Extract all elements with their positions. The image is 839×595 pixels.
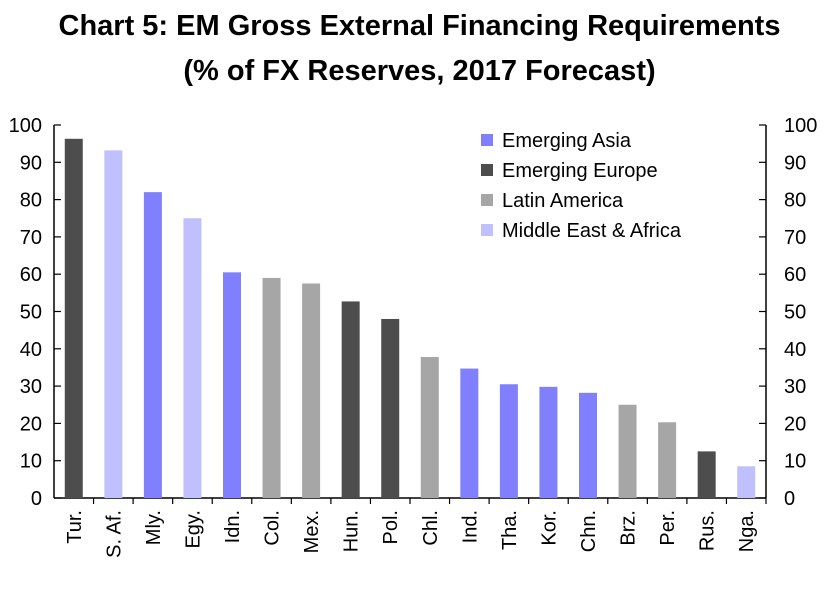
category-label: Brz. [618, 510, 640, 546]
category-label: Pol. [380, 510, 402, 544]
category-label: Rus. [697, 510, 719, 551]
bar-rus [697, 451, 716, 498]
legend-swatch [481, 224, 493, 236]
bar-per [658, 422, 677, 498]
chart-title: Chart 5: EM Gross External Financing Req… [58, 10, 781, 42]
bar-chl [420, 357, 439, 498]
legend: Emerging Asia Emerging Europe Latin Americ… [481, 130, 682, 242]
category-label: Ind. [459, 510, 481, 543]
left-tick-label: 40 [20, 339, 42, 361]
category-label: Chn. [578, 510, 600, 552]
legend-swatch [481, 164, 493, 176]
left-tick-label: 100 [9, 115, 42, 137]
left-tick-label: 80 [20, 190, 42, 212]
right-tick-label: 20 [784, 413, 806, 435]
bar-pol [381, 318, 400, 498]
left-tick-label: 10 [20, 451, 42, 473]
axes [53, 124, 767, 504]
right-tick-label: 40 [784, 339, 806, 361]
category-label: S. Af. [103, 510, 125, 558]
legend-label: Latin America [502, 190, 624, 212]
right-tick-label: 80 [784, 190, 806, 212]
bar-saf [104, 150, 123, 498]
legend-swatch [481, 134, 493, 146]
category-labels: Tur. S. Af. Mly. Egy. Idn. Col. Mex. Hun. Pol. Ch… [64, 510, 758, 558]
legend-label: Emerging Asia [502, 130, 632, 152]
category-label: Chl. [420, 510, 442, 546]
legend-label: Emerging Europe [502, 160, 658, 182]
category-label: Per. [657, 510, 679, 546]
right-tick-label: 10 [784, 451, 806, 473]
left-tick-label: 0 [31, 488, 42, 510]
tick-labels: 0 0 10 10 20 20 30 30 40 40 50 50 60 60 70 70 80 80 90 90 10… [9, 115, 818, 510]
right-tick-label: 0 [784, 488, 795, 510]
bar-mex [302, 283, 321, 498]
category-label: Nga. [736, 510, 758, 552]
category-label: Idn. [222, 510, 244, 543]
bar-mly [143, 192, 162, 498]
left-tick-label: 90 [20, 152, 42, 174]
right-tick-label: 70 [784, 227, 806, 249]
category-label: Kor. [538, 510, 560, 546]
right-tick-label: 60 [784, 264, 806, 286]
legend-label: Middle East & Africa [502, 220, 682, 242]
right-tick-label: 30 [784, 376, 806, 398]
chart-subtitle: (% of FX Reserves, 2017 Forecast) [183, 55, 656, 87]
category-label: Hun. [341, 510, 363, 552]
category-label: Tha. [499, 510, 521, 550]
left-tick-label: 20 [20, 413, 42, 435]
category-label: Egy. [182, 510, 204, 549]
category-label: Mex. [301, 510, 323, 553]
bar-idn [223, 272, 241, 498]
bar-col [262, 277, 281, 498]
bar-brz [618, 404, 637, 498]
bar-hun [341, 301, 360, 498]
category-label: Tur. [64, 510, 86, 544]
legend-swatch [481, 194, 493, 206]
right-tick-label: 90 [784, 152, 806, 174]
right-tick-label: 100 [784, 115, 817, 137]
bar-tha [499, 384, 518, 498]
left-tick-label: 30 [20, 376, 42, 398]
bar-nga [737, 466, 756, 498]
bar-egy [183, 218, 202, 498]
right-tick-label: 50 [784, 302, 806, 324]
bar-chn [579, 392, 597, 498]
left-tick-label: 50 [20, 302, 42, 324]
left-tick-label: 70 [20, 227, 42, 249]
bars [64, 138, 756, 498]
bar-ind [460, 368, 479, 498]
category-label: Mly. [143, 510, 165, 545]
category-label: Col. [262, 510, 284, 546]
bar-kor [539, 386, 558, 498]
left-tick-label: 60 [20, 264, 42, 286]
bar-tur [64, 138, 83, 498]
